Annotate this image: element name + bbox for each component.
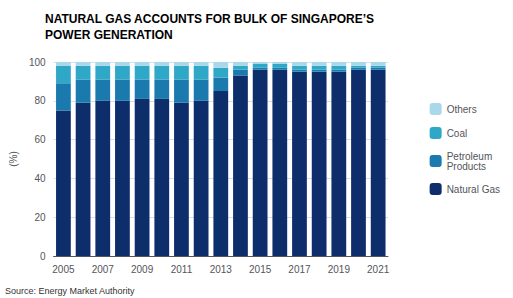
svg-text:0: 0 (40, 251, 46, 262)
svg-text:60: 60 (34, 134, 46, 145)
svg-text:80: 80 (34, 95, 46, 106)
svg-text:Products: Products (447, 161, 486, 172)
svg-text:2005: 2005 (52, 264, 75, 275)
svg-text:Others: Others (447, 104, 477, 115)
svg-text:2017: 2017 (288, 264, 311, 275)
svg-text:20: 20 (34, 212, 46, 223)
svg-text:Coal: Coal (447, 128, 468, 139)
svg-text:NATURAL GAS ACCOUNTS FOR BULK: NATURAL GAS ACCOUNTS FOR BULK OF SINGAPO… (45, 12, 374, 26)
svg-text:(%): (%) (8, 151, 19, 167)
svg-text:Source: Energy Market Authorit: Source: Energy Market Authority (5, 286, 135, 296)
svg-text:2013: 2013 (210, 264, 233, 275)
svg-text:Petroleum: Petroleum (446, 150, 493, 162)
svg-text:2015: 2015 (249, 264, 272, 275)
svg-text:40: 40 (34, 173, 46, 184)
svg-text:2009: 2009 (131, 264, 154, 275)
svg-text:POWER GENERATION: POWER GENERATION (45, 28, 173, 42)
svg-text:100: 100 (29, 57, 46, 68)
svg-text:2019: 2019 (328, 264, 351, 275)
svg-text:2011: 2011 (171, 264, 193, 275)
svg-text:2021: 2021 (367, 264, 390, 275)
svg-text:2007: 2007 (92, 264, 115, 275)
svg-text:Natural Gas: Natural Gas (447, 184, 500, 195)
